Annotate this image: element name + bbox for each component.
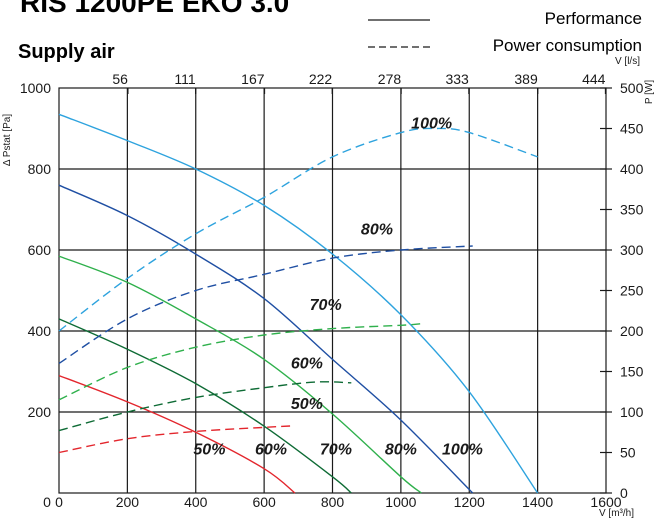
- performance-curve-70pct: [58, 255, 422, 494]
- power-curve-70pct: [58, 323, 422, 401]
- y-left-axis-unit: Δ Pstat [Pa]: [2, 114, 13, 166]
- x-top-tick-label: 222: [309, 71, 333, 87]
- speed-annotation: 70%: [320, 442, 352, 459]
- x-top-tick-label: 167: [241, 71, 265, 87]
- y-right-axis-unit: P [W]: [644, 80, 655, 104]
- performance-curve-100pct: [58, 113, 539, 494]
- x-bottom-tick-label: 0: [55, 494, 63, 510]
- power-curve-50pct: [58, 425, 295, 454]
- y-right-tick-label: 450: [620, 121, 644, 137]
- y-right-tick-label: 100: [620, 404, 644, 420]
- power-curve-80pct: [58, 245, 473, 364]
- y-right-tick-label: 200: [620, 323, 644, 339]
- y-right-tick-label: 150: [620, 364, 644, 380]
- legend-performance-label: Performance: [545, 9, 642, 28]
- y-right-tick-label: 300: [620, 242, 644, 258]
- y-left-tick-label: 600: [28, 242, 52, 258]
- y-left-tick-label: 0: [43, 494, 51, 510]
- x-top-axis-unit: V [l/s]: [615, 56, 640, 67]
- y-right-tick-label: 400: [620, 161, 644, 177]
- x-top-tick-label: 278: [378, 71, 402, 87]
- y-right-tick-label: 50: [620, 445, 636, 461]
- power-curve-100pct: [58, 127, 538, 332]
- speed-annotation: 100%: [411, 116, 452, 133]
- performance-curve-60pct: [58, 318, 352, 494]
- performance-curve-50pct: [58, 374, 296, 494]
- x-bottom-tick-label: 200: [116, 494, 140, 510]
- speed-annotation: 80%: [361, 222, 393, 239]
- x-bottom-tick-label: 1400: [522, 494, 553, 510]
- chart-title: RIS 1200PE EKO 3.0: [20, 0, 289, 18]
- x-top-tick-label: 333: [445, 71, 469, 87]
- speed-annotation: 70%: [310, 297, 342, 314]
- x-top-tick-label: 56: [112, 71, 128, 87]
- y-left-tick-label: 800: [28, 161, 52, 177]
- y-left-tick-label: 200: [28, 404, 52, 420]
- chart-subtitle: Supply air: [18, 41, 115, 63]
- speed-annotation: 60%: [255, 442, 287, 459]
- y-right-tick-label: 250: [620, 283, 644, 299]
- x-bottom-tick-label: 1000: [385, 494, 416, 510]
- x-top-tick-label: 444: [582, 71, 606, 87]
- y-left-tick-label: 400: [28, 323, 52, 339]
- x-top-tick-label: 389: [514, 71, 538, 87]
- x-bottom-tick-label: 600: [252, 494, 276, 510]
- y-left-tick-label: 1000: [20, 80, 51, 96]
- performance-curve-80pct: [58, 184, 474, 494]
- grid-lines: [59, 88, 606, 493]
- x-bottom-axis-unit: V [m³/h]: [599, 508, 634, 519]
- x-top-tick-label: 111: [174, 71, 195, 87]
- speed-annotation: 50%: [193, 442, 225, 459]
- speed-annotation: 100%: [442, 442, 483, 459]
- x-bottom-tick-label: 800: [321, 494, 345, 510]
- y-right-tick-label: 500: [620, 80, 644, 96]
- speed-annotation: 50%: [291, 396, 323, 413]
- chart-series: [58, 113, 539, 494]
- x-bottom-tick-label: 1600: [590, 494, 621, 510]
- speed-annotation: 60%: [291, 355, 323, 372]
- power-curve-60pct: [58, 381, 352, 432]
- y-right-tick-label: 350: [620, 202, 644, 218]
- x-bottom-tick-label: 1200: [454, 494, 485, 510]
- speed-annotation: 80%: [385, 442, 417, 459]
- x-bottom-tick-label: 400: [184, 494, 208, 510]
- chart-annotations: 100% 80% 70% 60% 50% 50% 60% 70% 80% 100%: [193, 116, 482, 459]
- y-right-tick-label: 0: [620, 485, 628, 501]
- legend-power-label: Power consumption: [493, 36, 642, 55]
